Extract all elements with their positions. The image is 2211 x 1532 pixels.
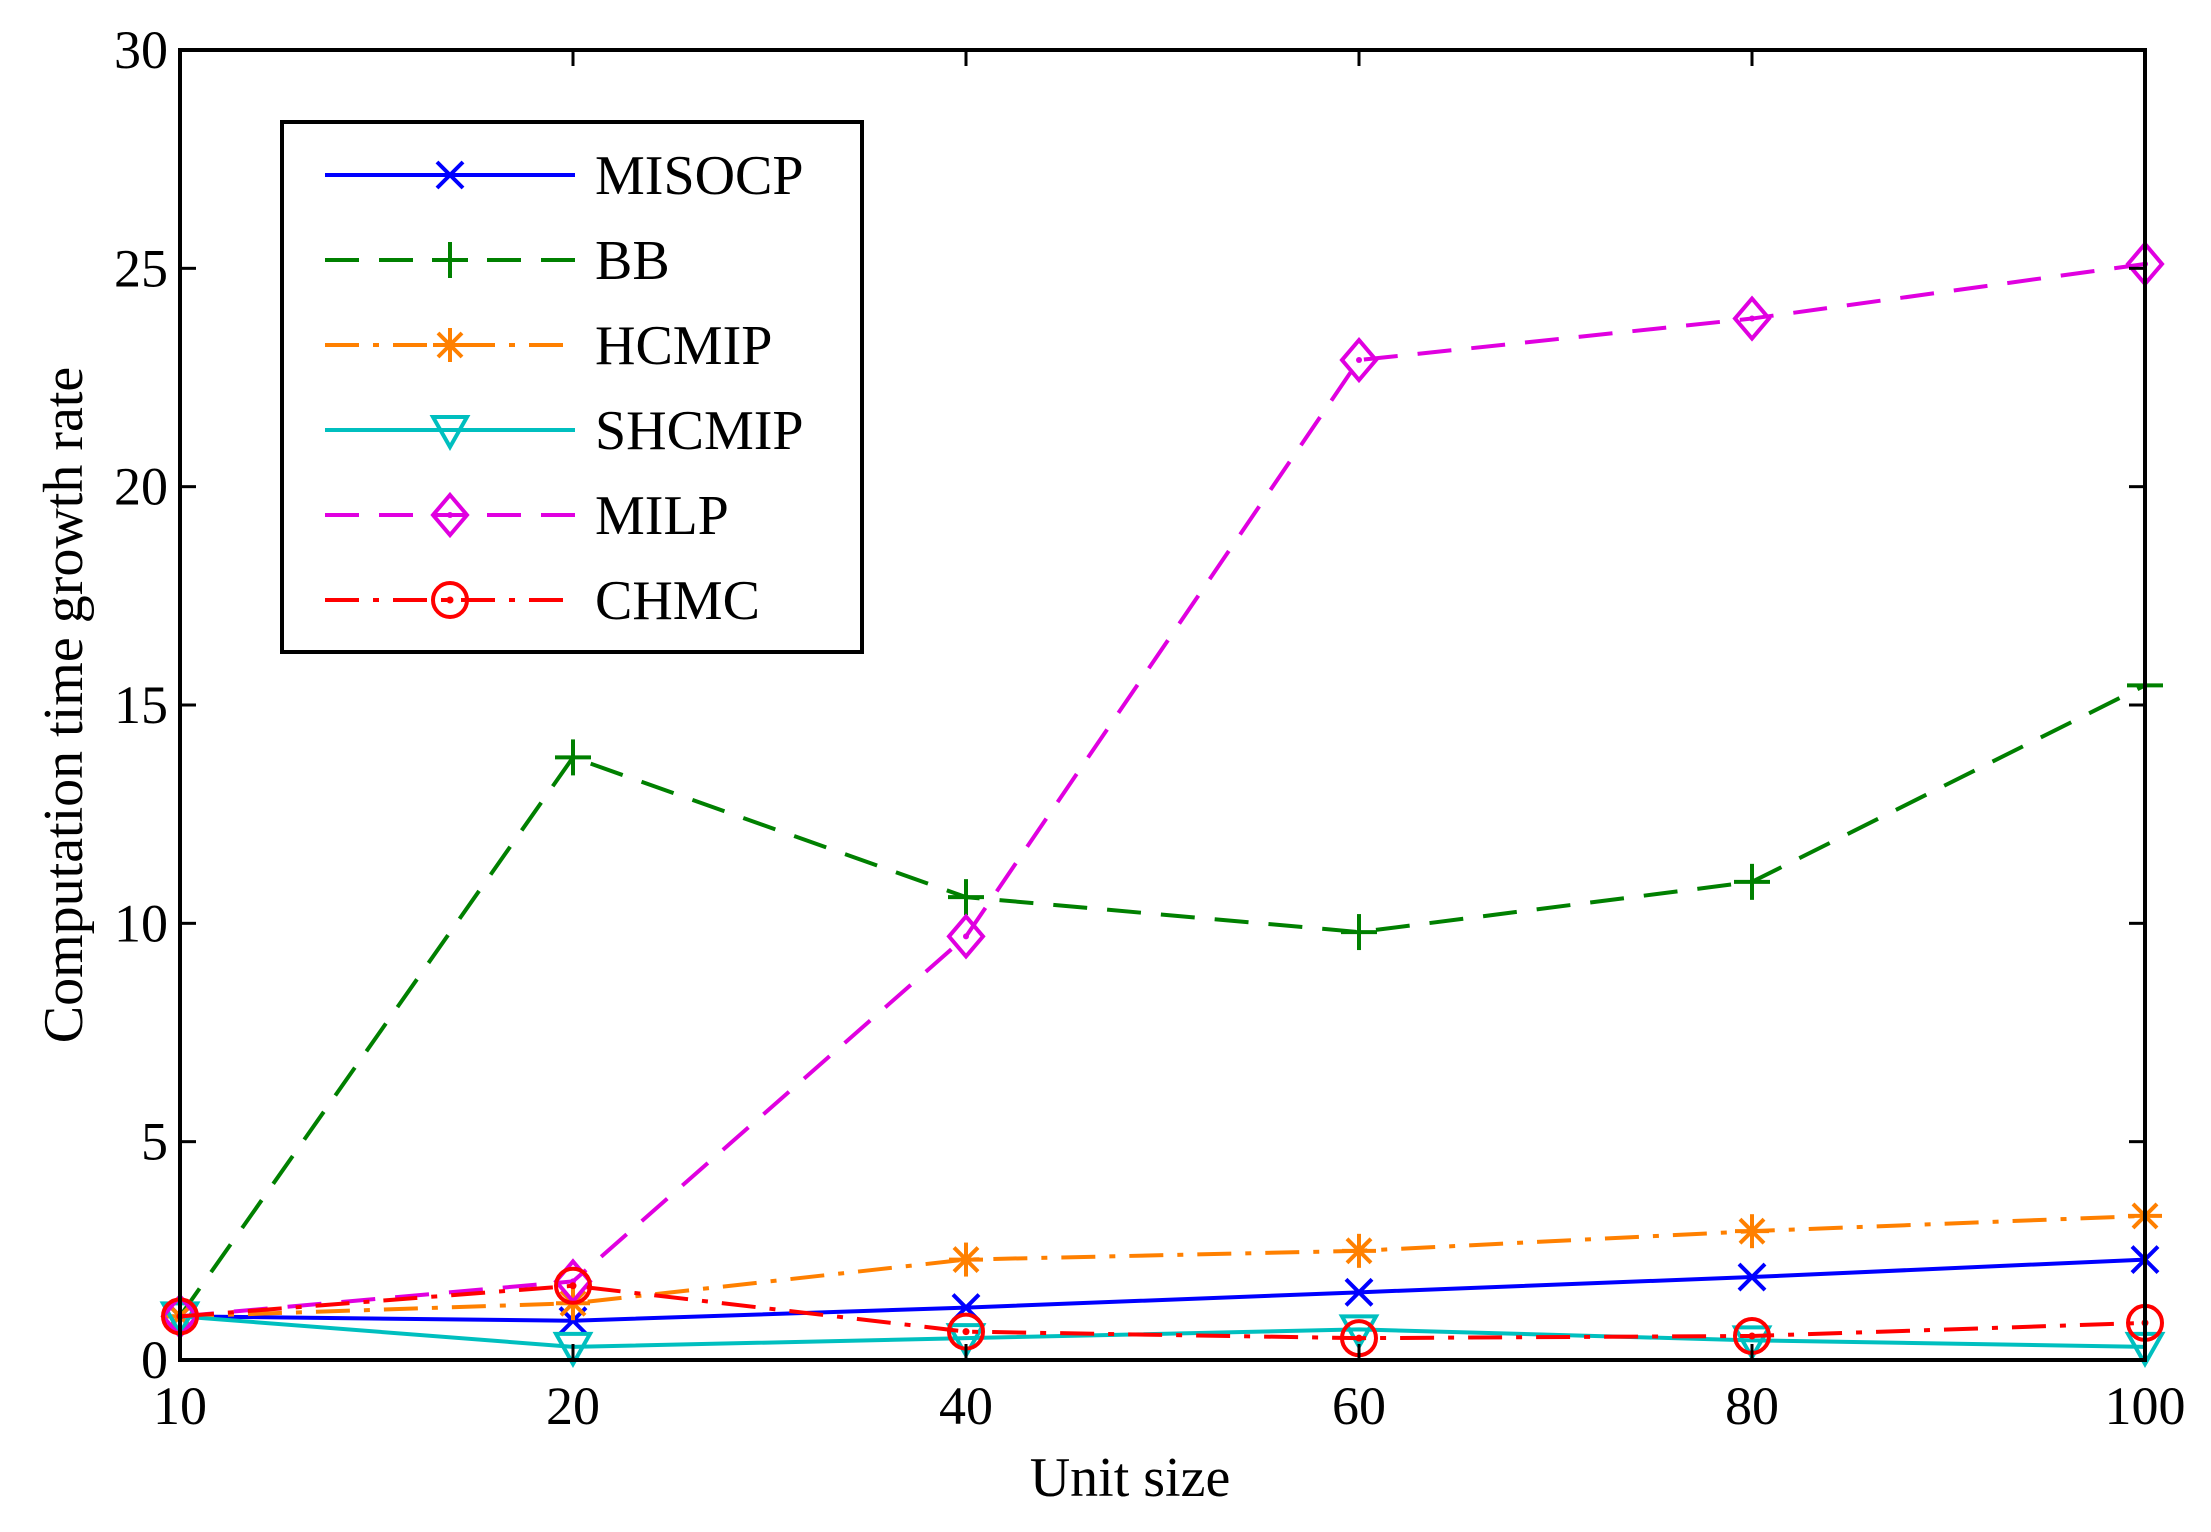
legend-marker-misocp [435, 160, 465, 190]
legend-marker-chmc-shape [431, 581, 469, 619]
data-point-milp-shape [1732, 295, 1772, 342]
series-line-misocp [179, 1257, 2146, 1323]
x-tick-label: 20 [546, 1376, 600, 1436]
legend-box [280, 120, 864, 654]
data-point-hcmip [1342, 1233, 1376, 1268]
series-line-shcmip [179, 1314, 2146, 1349]
legend: MISOCP BB HCMIP SHCMIP MILP CHMC [280, 120, 864, 654]
data-point-milp [1732, 295, 1772, 342]
data-point-milp-dot [963, 933, 969, 940]
legend-item-misocp: MISOCP [325, 145, 804, 207]
data-point-hcmip-stroke [1345, 1237, 1373, 1265]
legend-item-shcmip: SHCMIP [325, 400, 804, 462]
legend-marker-hcmip-stroke [436, 331, 464, 359]
data-point-shcmip [1338, 1314, 1380, 1351]
data-point-misocp-stroke [1344, 1277, 1374, 1307]
data-point-misocp [1344, 1277, 1374, 1307]
legend-marker-hcmip [433, 328, 467, 362]
x-tick-label: 10 [153, 1376, 207, 1436]
x-tick-label: 80 [1725, 1376, 1779, 1436]
legend-marker-bb [432, 242, 468, 278]
legend-item-milp: MILP [325, 485, 729, 547]
x-tick-label: 40 [939, 1376, 993, 1436]
legend-item-chmc: CHMC [325, 570, 760, 632]
legend-item-bb: BB [325, 230, 670, 292]
data-point-hcmip-stroke [952, 1246, 980, 1273]
data-point-bb [948, 879, 984, 916]
data-point-bb [555, 739, 591, 776]
legend-marker-chmc [431, 581, 469, 619]
series-line-bb [178, 683, 2146, 1318]
y-tick-label: 5 [141, 1112, 168, 1172]
y-axis-title: Computation time growth rate [33, 367, 95, 1044]
series-layer [159, 240, 2166, 1368]
legend-marker-milp [430, 491, 470, 539]
data-point-milp-shape [1339, 336, 1379, 384]
legend-marker-chmc-dot [446, 596, 454, 604]
data-point-milp [1339, 336, 1379, 384]
legend-label-milp: MILP [595, 485, 729, 547]
data-point-bb [1341, 914, 1377, 951]
series-line-hcmip [179, 1213, 2146, 1319]
data-point-chmc-dot [962, 1328, 970, 1336]
ticks-layer: 10 20 40 60 80 100 0 5 10 15 20 25 30 [114, 20, 2186, 1436]
y-tick-label: 20 [114, 457, 168, 517]
data-point-milp-dot [1356, 357, 1362, 364]
data-point-hcmip [1735, 1214, 1769, 1249]
legend-label-hcmip: HCMIP [595, 315, 772, 377]
legend-item-hcmip: HCMIP [325, 315, 772, 377]
data-point-milp-shape [946, 913, 986, 960]
y-tick-label: 10 [114, 893, 168, 953]
data-point-shcmip-shape [945, 1323, 987, 1360]
data-point-misocp-stroke [1737, 1262, 1767, 1292]
data-point-shcmip-shape [552, 1331, 594, 1368]
data-point-shcmip-shape [1338, 1314, 1380, 1351]
data-point-shcmip-shape [1731, 1325, 1773, 1362]
data-point-chmc-dot [1748, 1332, 1756, 1340]
y-tick-label: 15 [114, 675, 168, 735]
legend-label-bb: BB [595, 230, 670, 292]
data-point-chmc-dot [569, 1282, 577, 1290]
legend-label-shcmip: SHCMIP [595, 400, 804, 462]
x-axis-title: Unit size [1030, 1447, 1231, 1509]
x-tick-label: 60 [1332, 1376, 1386, 1436]
data-point-chmc [554, 1266, 592, 1305]
data-point-misocp [1737, 1262, 1767, 1292]
legend-label-chmc: CHMC [595, 570, 760, 632]
legend-marker-milp-dot [447, 512, 453, 518]
data-point-shcmip [1731, 1325, 1773, 1362]
legend-marker-misocp-stroke [435, 160, 465, 190]
data-point-shcmip [552, 1331, 594, 1368]
legend-marker-shcmip [429, 415, 471, 452]
series-line-milp [179, 261, 2146, 1319]
legend-label-misocp: MISOCP [595, 145, 804, 207]
y-tick-label: 0 [141, 1330, 168, 1390]
data-point-milp-dot [1749, 315, 1755, 322]
legend-marker-milp-shape [430, 491, 470, 539]
data-point-hcmip [949, 1242, 983, 1277]
data-point-chmc-shape [554, 1266, 592, 1305]
data-point-milp [946, 913, 986, 960]
legend-marker-shcmip-shape [429, 415, 471, 452]
data-point-shcmip [945, 1323, 987, 1360]
x-tick-label: 100 [2105, 1376, 2186, 1436]
y-tick-label: 25 [114, 238, 168, 298]
data-point-hcmip-stroke [1738, 1217, 1766, 1245]
data-point-chmc-dot [1355, 1334, 1363, 1342]
y-tick-label: 30 [114, 20, 168, 80]
data-point-bb [1734, 863, 1770, 900]
series-line-chmc [179, 1283, 2146, 1341]
